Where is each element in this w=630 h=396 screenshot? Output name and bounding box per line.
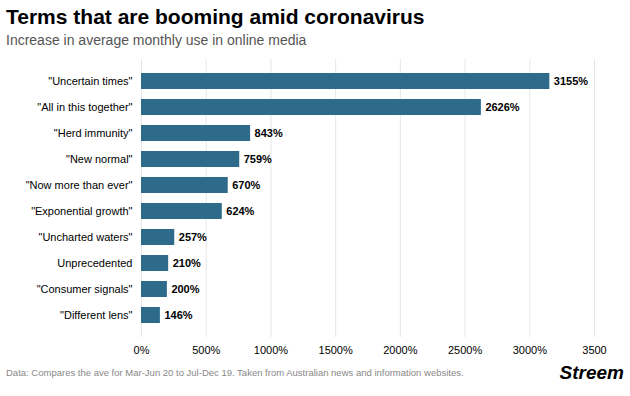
svg-text:"Now more than ever": "Now more than ever" bbox=[26, 179, 133, 191]
svg-text:"Different lens": "Different lens" bbox=[60, 309, 133, 321]
html-text:Streem: Streem bbox=[559, 362, 624, 383]
svg-text:200%: 200% bbox=[171, 283, 199, 295]
svg-text:3000%: 3000% bbox=[513, 344, 547, 356]
svg-text:"All in this together": "All in this together" bbox=[37, 101, 132, 113]
svg-text:759%: 759% bbox=[244, 153, 272, 165]
svg-text:"Herd immunity": "Herd immunity" bbox=[54, 127, 133, 139]
svg-text:2626%: 2626% bbox=[485, 101, 519, 113]
svg-text:Unprecedented: Unprecedented bbox=[57, 257, 132, 269]
html-text:Increase in average monthly us: Increase in average monthly use in onlin… bbox=[6, 32, 307, 48]
svg-text:"Uncharted waters": "Uncharted waters" bbox=[38, 231, 132, 243]
svg-text:257%: 257% bbox=[179, 231, 207, 243]
svg-text:3155%: 3155% bbox=[554, 75, 588, 87]
svg-text:2500%: 2500% bbox=[448, 344, 482, 356]
svg-text:1000%: 1000% bbox=[254, 344, 288, 356]
svg-text:"Exponential growth": "Exponential growth" bbox=[31, 205, 132, 217]
html-text:Terms that are booming amid co: Terms that are booming amid coronavirus bbox=[6, 5, 425, 28]
svg-text:146%: 146% bbox=[164, 309, 192, 321]
svg-text:"Uncertain times": "Uncertain times" bbox=[48, 75, 132, 87]
svg-text:"Consumer signals": "Consumer signals" bbox=[37, 283, 133, 295]
svg-text:843%: 843% bbox=[255, 127, 283, 139]
svg-text:1500%: 1500% bbox=[319, 344, 353, 356]
svg-text:3500: 3500 bbox=[582, 344, 606, 356]
svg-text:2000%: 2000% bbox=[383, 344, 417, 356]
svg-text:500%: 500% bbox=[192, 344, 220, 356]
svg-text:"New normal": "New normal" bbox=[66, 153, 133, 165]
svg-text:670%: 670% bbox=[232, 179, 260, 191]
svg-text:624%: 624% bbox=[226, 205, 254, 217]
svg-text:210%: 210% bbox=[173, 257, 201, 269]
svg-text:0%: 0% bbox=[134, 344, 150, 356]
html-text:Data: Compares the ave for Mar: Data: Compares the ave for Mar-Jun 20 to… bbox=[6, 367, 464, 378]
